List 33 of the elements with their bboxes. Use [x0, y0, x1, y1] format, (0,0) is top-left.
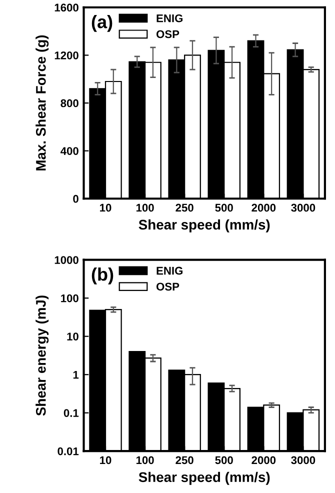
legend-label: ENIG: [156, 14, 183, 22]
y-tick-label: 800: [60, 99, 78, 108]
x-tick-label: 10: [100, 456, 112, 464]
annotation: (a): [92, 15, 112, 32]
x-tick-label: 3000: [291, 456, 316, 464]
y-tick-label: 1000: [54, 256, 78, 264]
y-tick-label: 400: [60, 147, 78, 155]
x-tick-label: 2000: [252, 456, 276, 464]
x-tick-label: 500: [215, 456, 233, 464]
legend-label: OSP: [156, 282, 180, 291]
y-tick-label: 10: [67, 332, 78, 340]
annotation: (b): [92, 267, 114, 284]
y-tick-label: 0.1: [64, 409, 79, 417]
x-tick-label: 2000: [252, 204, 276, 212]
x-tick-label: 250: [176, 456, 194, 464]
x-tick-label: 3000: [291, 204, 316, 212]
x-tick-label: 250: [176, 204, 194, 212]
y-tick-label: 1200: [54, 51, 78, 60]
y-tick-label: 1: [73, 370, 79, 379]
x-tick-label: 100: [136, 456, 154, 464]
y-axis-title: Max. Shear Force (g): [36, 35, 49, 170]
x-tick-label: 100: [136, 204, 154, 212]
y-tick-label: 0: [73, 194, 78, 203]
legend-label: OSP: [156, 30, 180, 38]
y-tick-label: 100: [61, 294, 78, 302]
x-axis-title: Shear speed (mm/s): [138, 472, 270, 485]
y-tick-label: 1600: [54, 4, 78, 12]
x-tick-label: 500: [215, 204, 233, 212]
y-axis-title: Shear energy (mJ): [36, 296, 49, 416]
x-axis-title: Shear speed (mm/s): [138, 219, 270, 232]
legend-label: ENIG: [156, 266, 183, 275]
y-tick-label: 0.01: [58, 447, 79, 456]
x-tick-label: 10: [100, 204, 112, 212]
